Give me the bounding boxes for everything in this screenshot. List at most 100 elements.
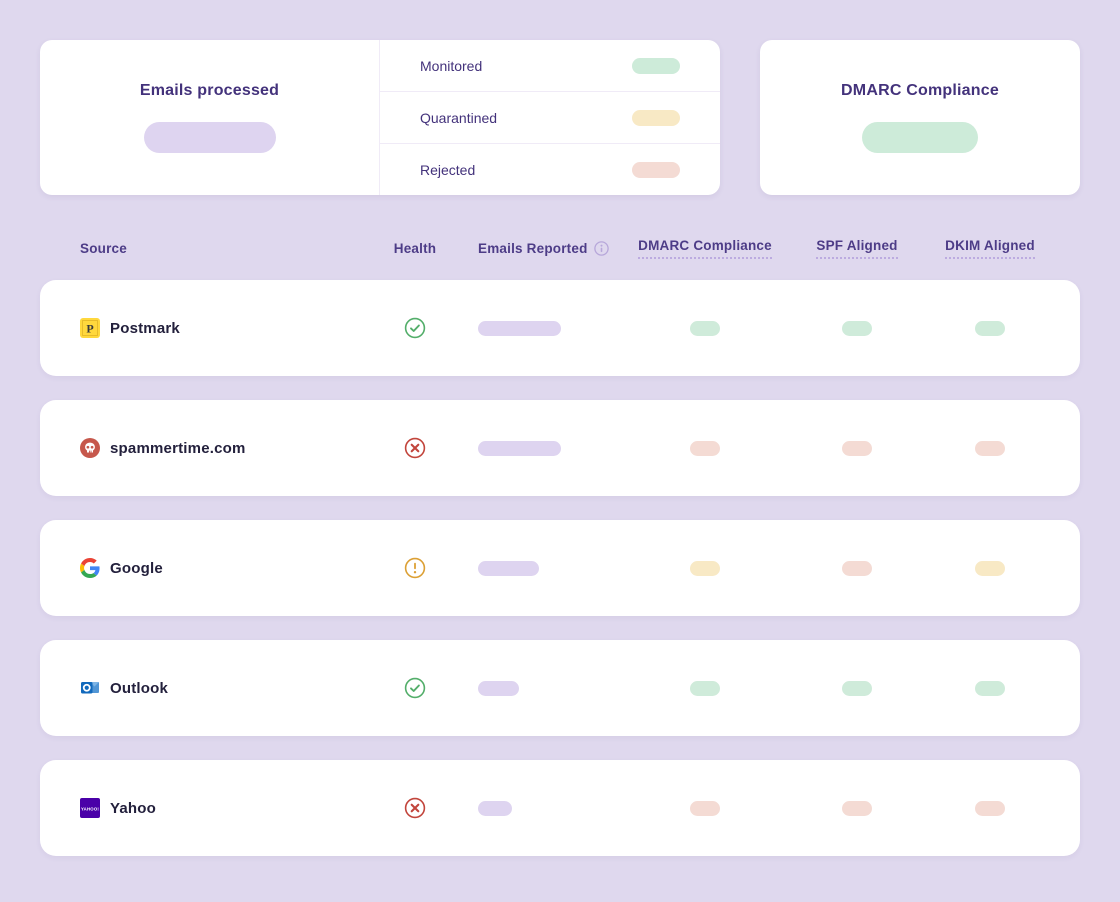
column-header-dkim-aligned[interactable]: DKIM Aligned xyxy=(934,238,1046,259)
column-header-emails-reported: Emails Reported xyxy=(440,241,630,256)
legend-label: Rejected xyxy=(420,161,476,178)
source-name: Outlook xyxy=(110,679,169,697)
source-cell: Outlook xyxy=(40,678,390,698)
outlook-icon xyxy=(81,682,99,694)
spf-aligned-cell xyxy=(780,440,934,456)
google-icon xyxy=(80,558,100,578)
table-header: Source Health Emails Reported DMARC Comp… xyxy=(40,195,1080,280)
spf-status-pill xyxy=(842,440,872,456)
health-cell xyxy=(390,437,440,459)
source-cell: Google xyxy=(40,558,390,578)
table-row-google[interactable]: Google xyxy=(40,520,1080,616)
legend-row-quarantined: Quarantined xyxy=(380,92,720,144)
postmark-icon: P xyxy=(80,318,100,338)
spf-status-pill xyxy=(842,320,872,336)
dkim-status-pill xyxy=(975,440,1005,456)
rejected-value-pill xyxy=(632,161,680,178)
svg-text:P: P xyxy=(86,322,93,336)
emails-legend: Monitored Quarantined Rejected xyxy=(380,40,720,195)
dmarc-status-pill xyxy=(690,800,720,816)
spf-aligned-cell xyxy=(780,560,934,576)
source-name: Postmark xyxy=(110,319,180,337)
quarantined-value-pill xyxy=(632,109,680,126)
dmarc-compliance-card: DMARC Compliance xyxy=(760,40,1080,195)
table-row-yahoo[interactable]: YAHOO! Yahoo xyxy=(40,760,1080,856)
column-header-dmarc-compliance[interactable]: DMARC Compliance xyxy=(630,238,780,259)
svg-text:YAHOO!: YAHOO! xyxy=(81,806,99,811)
dkim-aligned-cell xyxy=(934,800,1046,816)
source-cell: spammertime.com xyxy=(40,438,390,458)
spf-aligned-cell xyxy=(780,800,934,816)
dmarc-status-pill xyxy=(690,560,720,576)
summary-section: Emails processed Monitored Quarantined R… xyxy=(0,0,1120,195)
emails-reported-pill xyxy=(478,440,561,456)
column-header-health: Health xyxy=(393,241,437,256)
emails-reported-cell xyxy=(440,560,630,576)
health-warning-icon xyxy=(404,557,426,579)
column-header-label: SPF Aligned xyxy=(816,238,898,259)
spammertime-icon xyxy=(80,438,100,458)
table-row-postmark[interactable]: P Postmark xyxy=(40,280,1080,376)
dkim-status-pill xyxy=(975,800,1005,816)
emails-reported-cell xyxy=(440,320,630,336)
health-cell xyxy=(390,557,440,579)
dmarc-status-pill xyxy=(690,440,720,456)
column-header-label: DKIM Aligned xyxy=(945,238,1035,259)
health-cell xyxy=(390,677,440,699)
column-header-label: Emails Reported xyxy=(478,241,588,256)
dmarc-status-pill xyxy=(690,320,720,336)
legend-label: Quarantined xyxy=(420,109,498,126)
table-row-spammertime[interactable]: spammertime.com xyxy=(40,400,1080,496)
source-name: spammertime.com xyxy=(110,439,246,457)
emails-processed-panel: Emails processed xyxy=(40,40,380,195)
emails-reported-pill xyxy=(478,680,519,696)
emails-processed-value-pill xyxy=(143,122,276,153)
emails-reported-pill xyxy=(478,800,512,816)
dmarc-compliance-cell xyxy=(630,680,780,696)
dkim-aligned-cell xyxy=(934,680,1046,696)
source-name: Yahoo xyxy=(110,799,157,817)
dkim-status-pill xyxy=(975,320,1005,336)
yahoo-icon: YAHOO! xyxy=(80,798,100,818)
legend-label: Monitored xyxy=(420,57,483,74)
dmarc-compliance-cell xyxy=(630,320,780,336)
legend-row-monitored: Monitored xyxy=(380,40,720,92)
emails-reported-cell xyxy=(440,800,630,816)
dkim-status-pill xyxy=(975,680,1005,696)
monitored-value-pill xyxy=(632,57,680,74)
health-ok-icon xyxy=(404,317,426,339)
source-name: Google xyxy=(110,559,163,577)
emails-reported-pill xyxy=(478,320,561,336)
emails-processed-title: Emails processed xyxy=(139,82,280,99)
dmarc-status-pill xyxy=(690,680,720,696)
source-cell: P Postmark xyxy=(40,318,390,338)
health-ok-icon xyxy=(404,677,426,699)
legend-row-rejected: Rejected xyxy=(380,144,720,195)
spf-status-pill xyxy=(842,560,872,576)
health-cell xyxy=(390,797,440,819)
health-cell xyxy=(390,317,440,339)
emails-reported-cell xyxy=(440,680,630,696)
emails-reported-pill xyxy=(478,560,539,576)
dkim-aligned-cell xyxy=(934,560,1046,576)
info-icon[interactable] xyxy=(593,241,609,256)
column-header-source: Source xyxy=(80,241,127,256)
dkim-aligned-cell xyxy=(934,440,1046,456)
source-cell: YAHOO! Yahoo xyxy=(40,798,390,818)
emails-processed-card: Emails processed Monitored Quarantined R… xyxy=(40,40,720,195)
column-header-spf-aligned[interactable]: SPF Aligned xyxy=(780,238,934,259)
dkim-status-pill xyxy=(975,560,1005,576)
dmarc-compliance-title: DMARC Compliance xyxy=(841,82,999,99)
spf-aligned-cell xyxy=(780,320,934,336)
emails-reported-cell xyxy=(440,440,630,456)
dmarc-compliance-cell xyxy=(630,800,780,816)
health-error-icon xyxy=(404,797,426,819)
dkim-aligned-cell xyxy=(934,320,1046,336)
table-row-outlook[interactable]: Outlook xyxy=(40,640,1080,736)
sources-table: Source Health Emails Reported DMARC Comp… xyxy=(40,195,1080,856)
spf-status-pill xyxy=(842,680,872,696)
column-header-label: DMARC Compliance xyxy=(638,238,772,259)
spf-aligned-cell xyxy=(780,680,934,696)
dmarc-compliance-cell xyxy=(630,440,780,456)
dmarc-compliance-cell xyxy=(630,560,780,576)
